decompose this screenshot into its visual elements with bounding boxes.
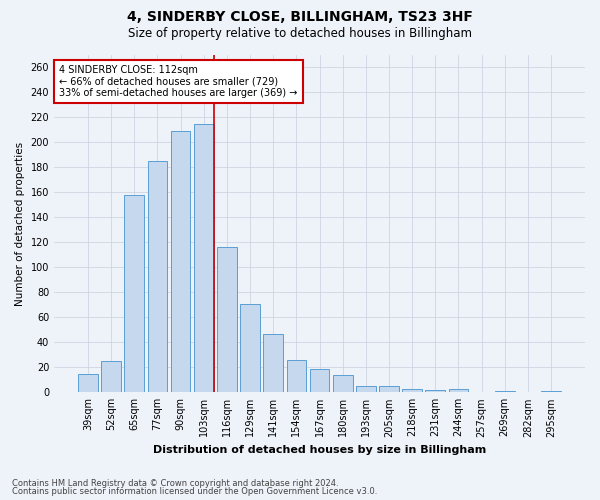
Text: Contains public sector information licensed under the Open Government Licence v3: Contains public sector information licen… xyxy=(12,487,377,496)
Bar xyxy=(148,161,167,392)
Bar xyxy=(449,388,468,392)
Bar xyxy=(402,388,422,392)
Bar xyxy=(541,391,561,392)
Bar xyxy=(240,304,260,392)
Bar xyxy=(263,334,283,392)
Bar xyxy=(495,391,515,392)
Bar xyxy=(78,374,98,392)
Bar xyxy=(379,386,399,392)
Y-axis label: Number of detached properties: Number of detached properties xyxy=(15,142,25,306)
Bar xyxy=(310,368,329,392)
Bar xyxy=(171,131,190,392)
Bar xyxy=(356,386,376,392)
Bar xyxy=(425,390,445,392)
Text: 4 SINDERBY CLOSE: 112sqm
← 66% of detached houses are smaller (729)
33% of semi-: 4 SINDERBY CLOSE: 112sqm ← 66% of detach… xyxy=(59,65,298,98)
Bar xyxy=(287,360,306,392)
Text: Contains HM Land Registry data © Crown copyright and database right 2024.: Contains HM Land Registry data © Crown c… xyxy=(12,478,338,488)
Bar xyxy=(333,375,353,392)
Bar xyxy=(124,195,144,392)
Bar xyxy=(217,248,237,392)
Text: 4, SINDERBY CLOSE, BILLINGHAM, TS23 3HF: 4, SINDERBY CLOSE, BILLINGHAM, TS23 3HF xyxy=(127,10,473,24)
Text: Size of property relative to detached houses in Billingham: Size of property relative to detached ho… xyxy=(128,28,472,40)
X-axis label: Distribution of detached houses by size in Billingham: Distribution of detached houses by size … xyxy=(153,445,486,455)
Bar xyxy=(194,124,214,392)
Bar xyxy=(101,361,121,392)
